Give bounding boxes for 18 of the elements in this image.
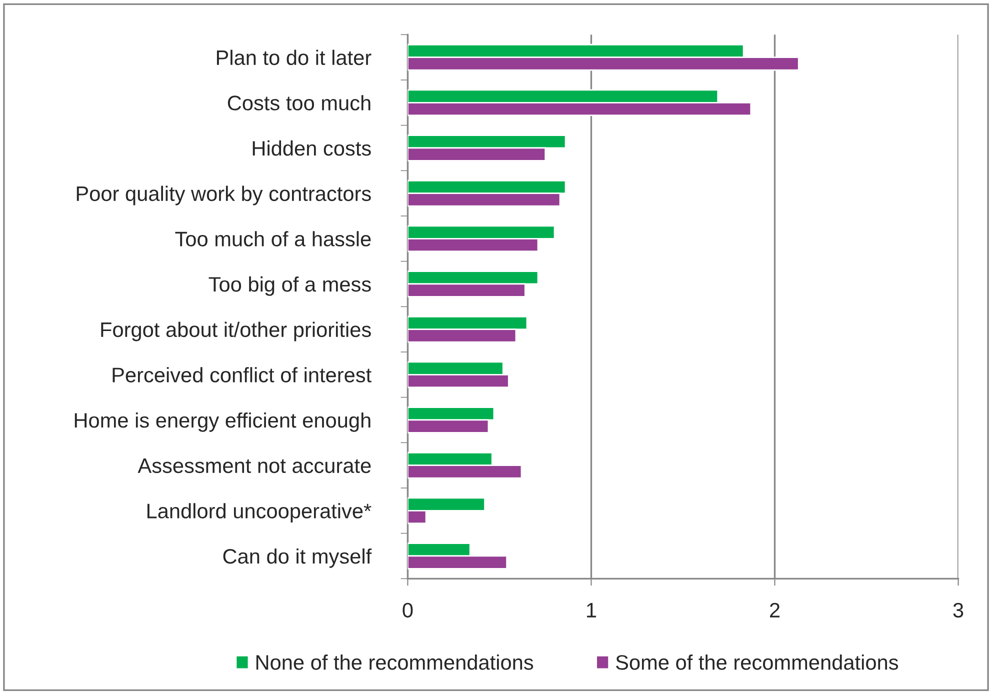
legend-label: Some of the recommendations — [616, 654, 898, 670]
y-tick-label: Assessment not accurate — [138, 458, 371, 474]
y-tick-label: Plan to do it later — [216, 50, 372, 66]
y-tick-label: Landlord uncooperative* — [147, 503, 372, 523]
y-tick-label: Too big of a mess — [208, 276, 371, 296]
x-tick-label: 1 — [587, 603, 596, 618]
x-tick-label: 3 — [953, 602, 964, 618]
x-tick-label: 2 — [770, 602, 780, 618]
y-tick-label: Costs too much — [228, 95, 370, 110]
y-tick-label: Forgot about it/other priorities — [101, 322, 371, 342]
legend-label: None of the recommendations — [256, 654, 534, 670]
y-tick-label: Home is energy efficient enough — [74, 412, 370, 432]
y-tick-label: Can do it myself — [223, 548, 372, 568]
y-tick-label: Poor quality work by contractors — [76, 186, 371, 206]
y-tick-label: Too much of a hassle — [175, 231, 371, 246]
x-tick-label: 0 — [402, 602, 413, 618]
y-tick-label: Hidden costs — [252, 140, 371, 156]
y-tick-label: Perceived conflict of interest — [112, 367, 372, 382]
